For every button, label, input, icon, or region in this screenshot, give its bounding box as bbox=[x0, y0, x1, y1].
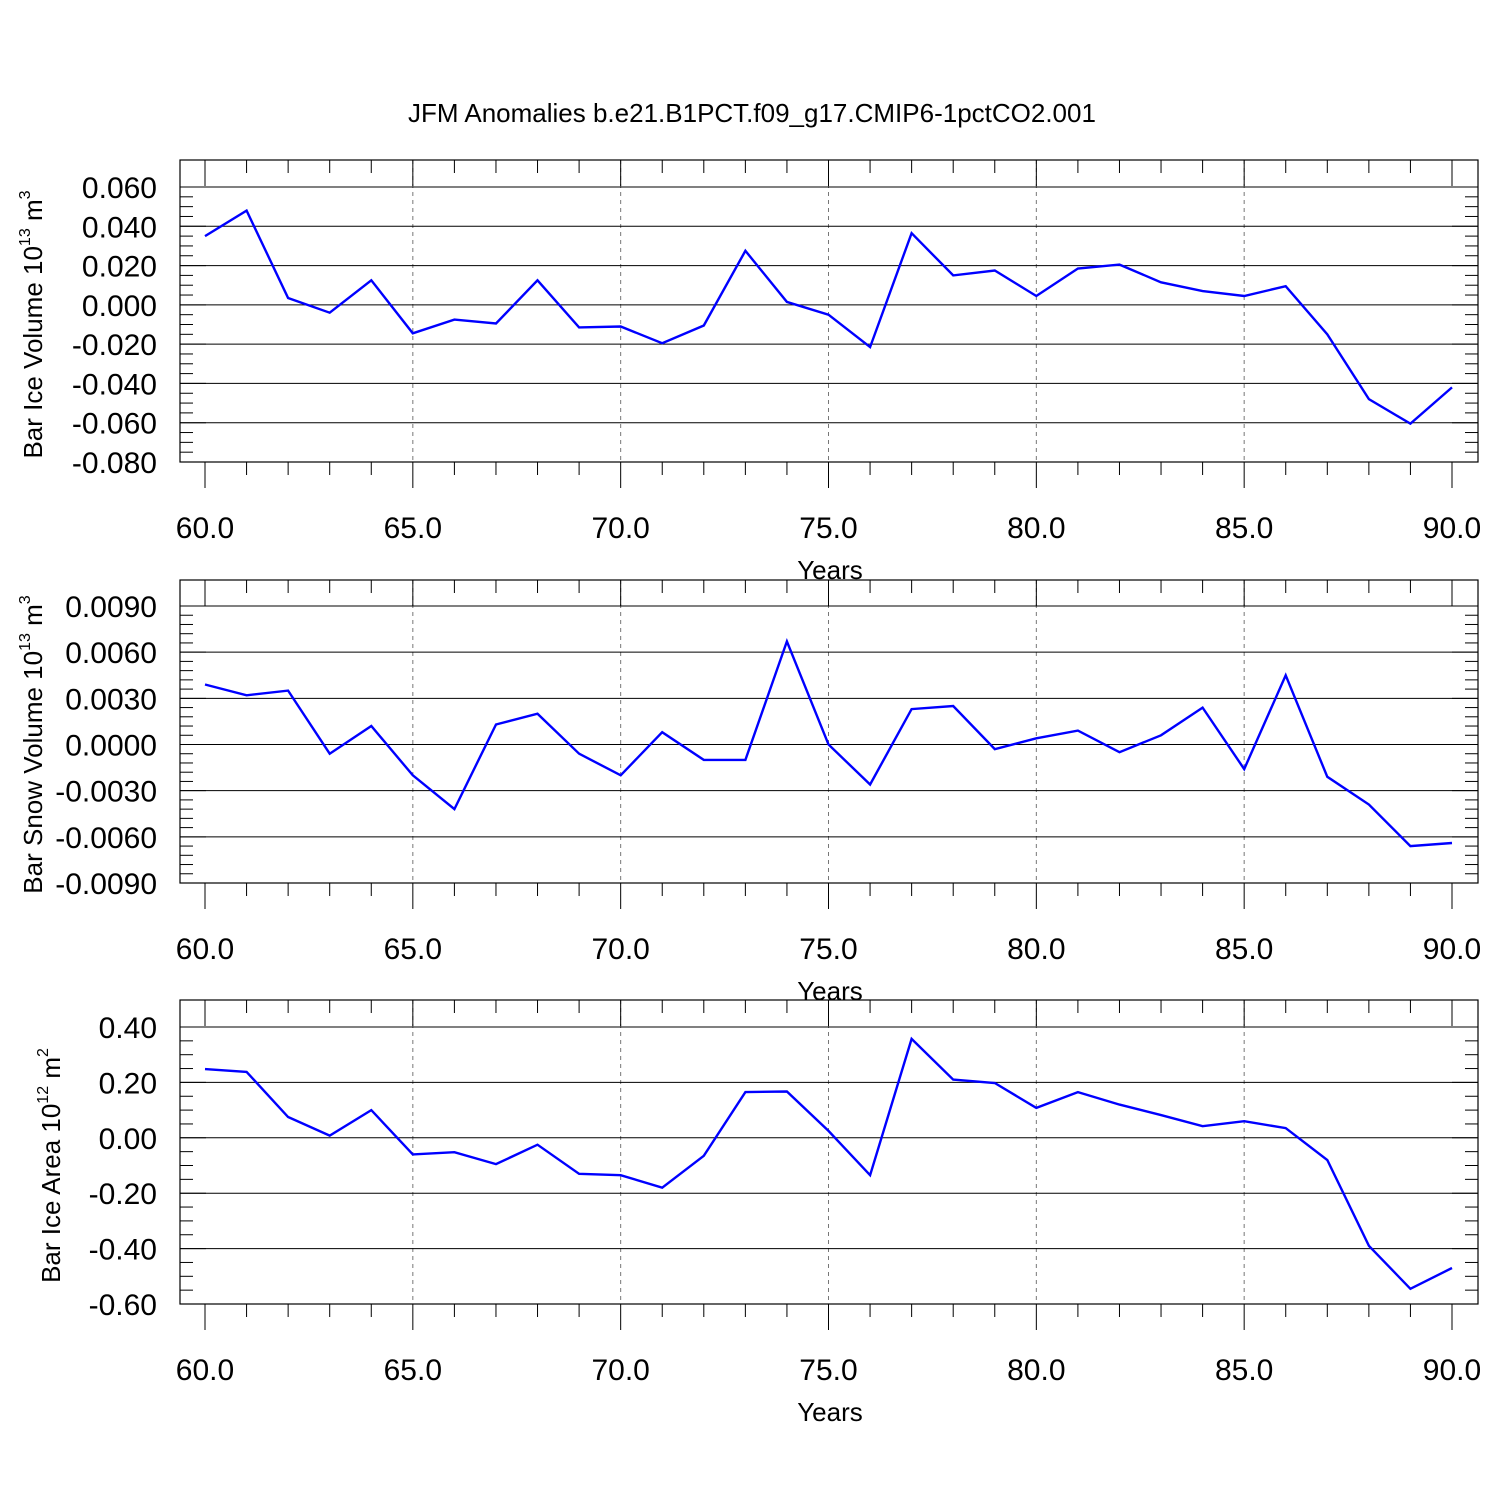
y-tick-label: 0.20 bbox=[99, 1067, 157, 1100]
y-tick-label: -0.040 bbox=[72, 368, 157, 401]
y-tick-label: -0.060 bbox=[72, 408, 157, 441]
x-tick-label: 70.0 bbox=[591, 933, 649, 966]
x-tick-label: 60.0 bbox=[176, 512, 234, 545]
y-tick-label: 0.0060 bbox=[65, 637, 157, 670]
panel-snow-volume: 60.0 65.0 70.0 75.0 80.0 85.0 90.0 Years 0.0090 0… bbox=[17, 579, 1481, 1006]
x-tick-label: 60.0 bbox=[176, 933, 234, 966]
panel-ice-volume: 60.0 65.0 70.0 75.0 80.0 85.0 90.0Years0.0600.… bbox=[17, 159, 1481, 585]
y-tick-label: -0.020 bbox=[72, 329, 157, 362]
x-tick-label: 65.0 bbox=[384, 933, 442, 966]
x-tick-label: 90.0 bbox=[1423, 933, 1481, 966]
series-line-snow-volume bbox=[204, 637, 1453, 848]
y-tick-label: 0.0030 bbox=[65, 683, 157, 716]
x-tick-label: 75.0 bbox=[799, 1354, 857, 1387]
y-tick-label: 0.000 bbox=[82, 290, 157, 323]
x-tick-label: 90.0 bbox=[1423, 1354, 1481, 1387]
y-tick-label: -0.40 bbox=[89, 1234, 157, 1267]
y-axis-title: Bar Ice Volume 1013 m3 bbox=[17, 190, 48, 458]
chart-title: JFM Anomalies b.e21.B1PCT.f09_g17.CMIP6-… bbox=[408, 98, 1096, 128]
x-tick-label: 85.0 bbox=[1215, 933, 1273, 966]
x-tick-label: 75.0 bbox=[799, 512, 857, 545]
x-tick-label: 90.0 bbox=[1423, 512, 1481, 545]
x-axis-title: Years bbox=[797, 1397, 863, 1427]
series-line-ice-volume bbox=[204, 208, 1453, 426]
x-axis-title: Years bbox=[797, 976, 863, 1006]
x-tick-label: 70.0 bbox=[591, 512, 649, 545]
y-tick-label: -0.60 bbox=[89, 1289, 157, 1322]
y-tick-label: 0.0090 bbox=[65, 591, 157, 624]
y-tick-label: -0.0030 bbox=[55, 776, 157, 809]
x-tick-label: 80.0 bbox=[1007, 933, 1065, 966]
x-tick-label: 75.0 bbox=[799, 933, 857, 966]
y-tick-label: 0.0000 bbox=[65, 730, 157, 763]
y-tick-label: 0.40 bbox=[99, 1012, 157, 1045]
y-tick-label: 0.060 bbox=[82, 172, 157, 205]
x-tick-label: 80.0 bbox=[1007, 512, 1065, 545]
y-axis-title: Bar Ice Area 1012 m2 bbox=[35, 1048, 66, 1283]
x-tick-label: 65.0 bbox=[384, 1354, 442, 1387]
y-tick-label: 0.020 bbox=[82, 251, 157, 284]
y-tick-label: 0.040 bbox=[82, 211, 157, 244]
x-tick-label: 65.0 bbox=[384, 512, 442, 545]
x-tick-label: 80.0 bbox=[1007, 1354, 1065, 1387]
series-line-ice-area bbox=[204, 1036, 1453, 1291]
y-tick-label: -0.080 bbox=[72, 447, 157, 480]
y-tick-label: 0.00 bbox=[99, 1123, 157, 1156]
x-tick-label: 60.0 bbox=[176, 1354, 234, 1387]
y-axis-title: Bar Snow Volume 1013 m3 bbox=[17, 595, 48, 894]
x-tick-label: 70.0 bbox=[591, 1354, 649, 1387]
panel-ice-area: 60.0 65.0 70.0 75.0 80.0 85.0 90.0 Years 0.40 0.2… bbox=[35, 999, 1481, 1427]
x-tick-label: 85.0 bbox=[1215, 512, 1273, 545]
y-tick-label: -0.20 bbox=[89, 1178, 157, 1211]
y-tick-label: -0.0060 bbox=[55, 822, 157, 855]
y-tick-label: -0.0090 bbox=[55, 868, 157, 901]
x-tick-label: 85.0 bbox=[1215, 1354, 1273, 1387]
